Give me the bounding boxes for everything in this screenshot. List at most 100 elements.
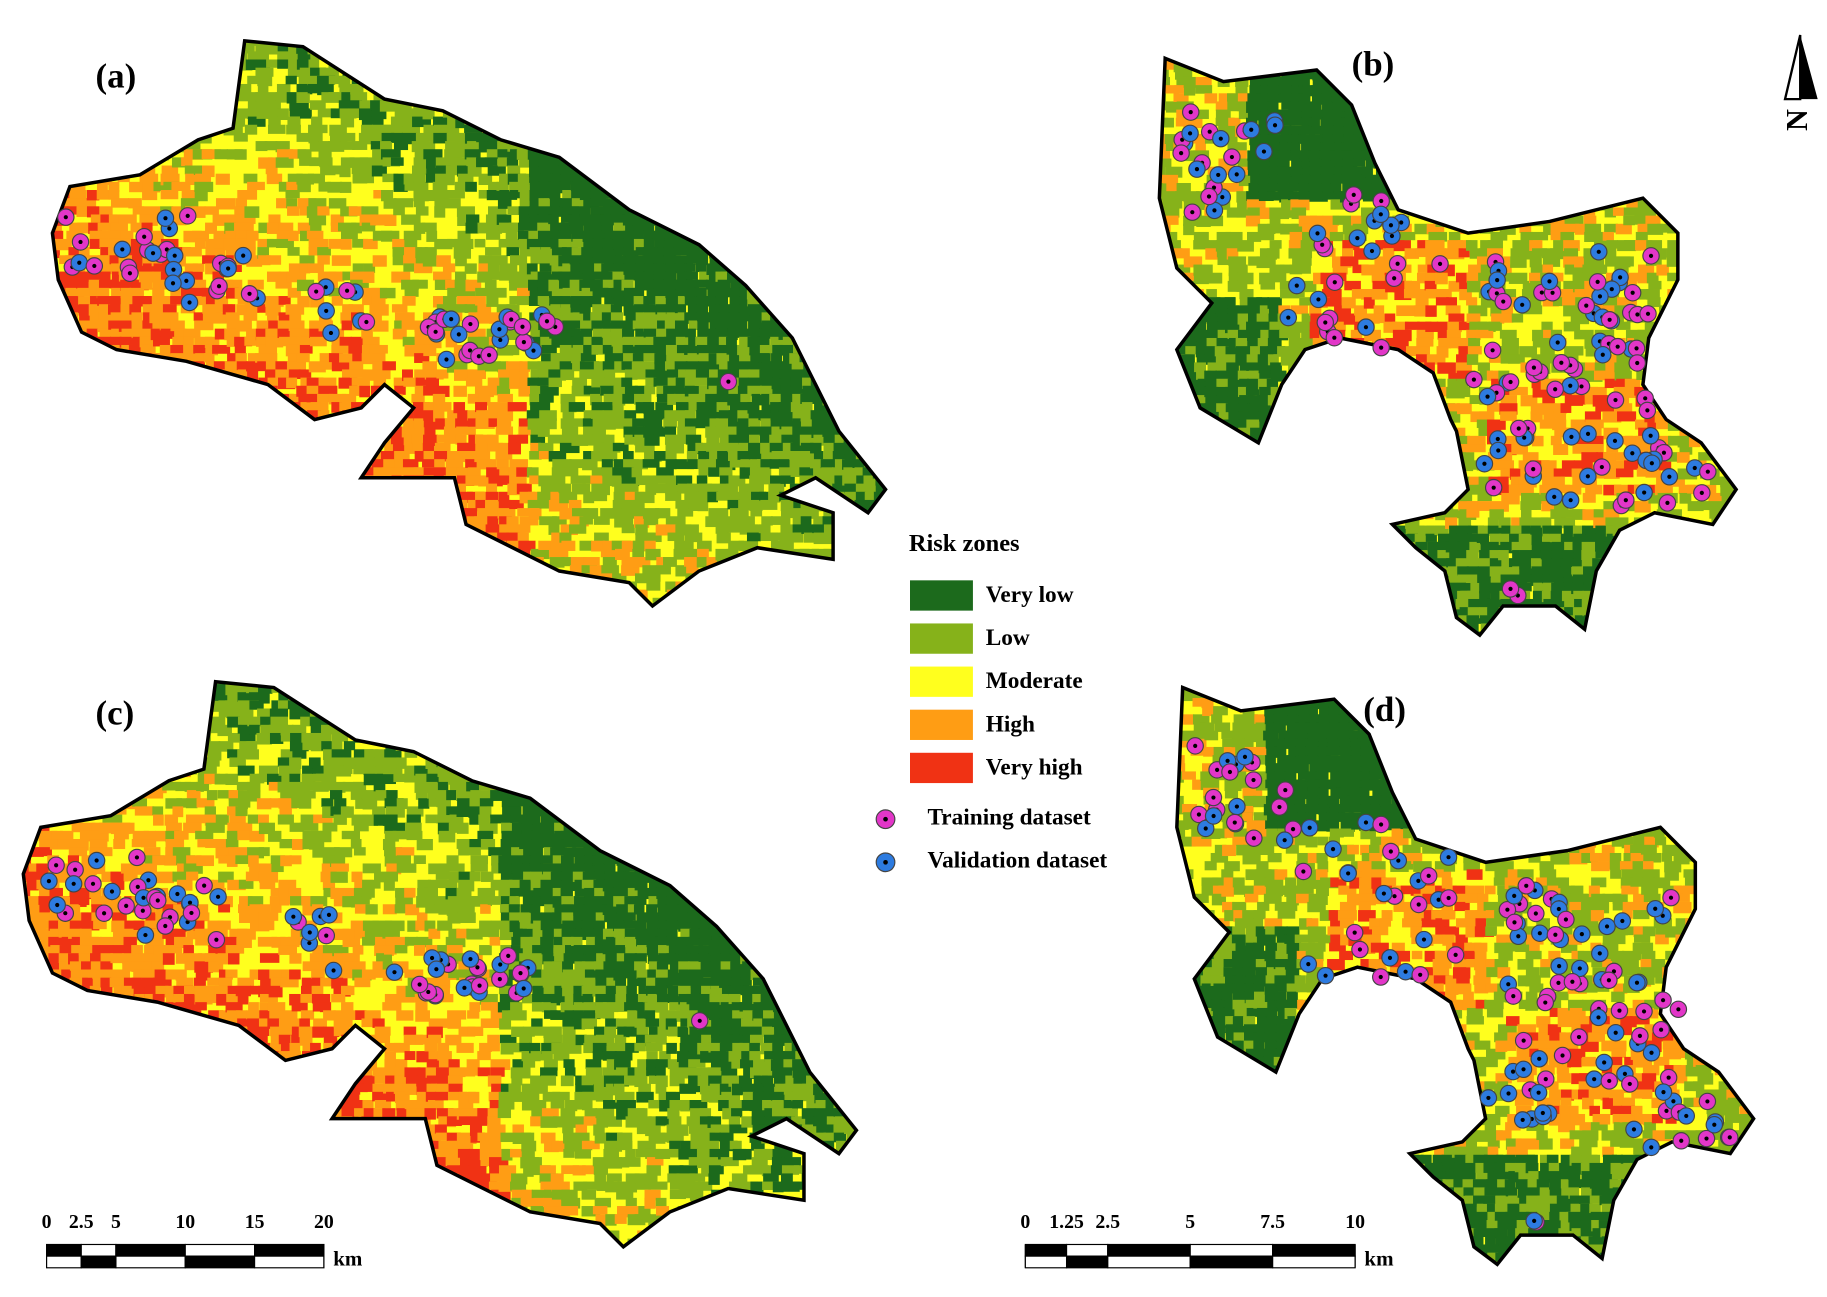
zone-cell [728, 385, 742, 395]
zone-cell [69, 353, 85, 365]
zone-cell [328, 393, 347, 405]
zone-cell [436, 51, 453, 63]
zone-cell [855, 589, 871, 601]
zone-cell [772, 385, 786, 397]
zone-cell [467, 369, 487, 379]
zone-cell [140, 483, 158, 495]
zone-cell [298, 565, 316, 575]
zone-cell [896, 402, 907, 414]
zone-cell [216, 483, 233, 494]
zone-cell [203, 353, 215, 363]
zone-cell [194, 336, 213, 348]
zone-cell [342, 304, 354, 313]
zone-cell [729, 149, 743, 161]
zone-cell [717, 157, 730, 168]
zone-cell [380, 589, 392, 600]
zone-cell [498, 606, 513, 617]
zone-cell [130, 483, 146, 494]
zone-cell [77, 222, 92, 232]
zone-cell [384, 214, 397, 227]
zone-cell [244, 206, 260, 218]
zone-cell [508, 328, 528, 340]
zone-cell [613, 410, 627, 421]
zone-cell [886, 157, 899, 167]
zone-cell [621, 59, 635, 70]
zone-cell [674, 361, 693, 371]
zone-cell [509, 296, 524, 305]
zone-cell [435, 75, 450, 88]
zone-cell [833, 165, 851, 176]
zone-cell [591, 377, 603, 388]
zone-cell [687, 442, 703, 455]
zone-cell [862, 499, 879, 511]
zone-cell [414, 597, 428, 606]
zone-cell [600, 214, 615, 226]
sample-point-center [531, 348, 536, 353]
zone-cell [288, 393, 302, 405]
zone-cell [782, 190, 799, 199]
zone-cell [86, 328, 98, 338]
zone-cell [171, 157, 186, 168]
zone-cell [718, 336, 732, 346]
zone-cell [834, 312, 852, 322]
zone-cell [571, 247, 584, 259]
zone-cell [569, 255, 587, 265]
zone-cell [624, 369, 638, 380]
zone-cell [697, 540, 712, 552]
zone-cell [636, 190, 651, 201]
zone-cell [621, 467, 641, 478]
zone-cell [328, 353, 343, 363]
zone-cell [55, 157, 69, 169]
zone-cell [570, 296, 583, 308]
zone-cell [834, 344, 848, 356]
zone-cell [820, 132, 841, 143]
zone-cell [562, 59, 576, 69]
zone-cell [496, 459, 509, 470]
zone-cell [791, 361, 811, 371]
zone-cell [758, 606, 772, 614]
zone-cell [844, 483, 860, 494]
zone-cell [296, 92, 310, 103]
zone-cell [516, 43, 536, 52]
zone-cell [799, 165, 816, 175]
zone-cell [665, 524, 677, 535]
zone-cell [276, 597, 294, 606]
zone-cell [759, 165, 771, 174]
zone-cell [404, 532, 420, 542]
zone-cell [590, 475, 607, 485]
zone-cell [761, 377, 776, 387]
zone-cell [813, 92, 825, 101]
zone-cell [674, 51, 686, 62]
zone-cell [414, 336, 431, 346]
zone-cell [747, 385, 765, 397]
zone-cell [339, 59, 357, 70]
zone-cell [52, 369, 64, 379]
zone-cell [611, 336, 627, 347]
zone-cell [454, 304, 468, 313]
zone-cell [163, 377, 180, 387]
zone-cell [813, 149, 830, 161]
zone-cell [203, 516, 218, 526]
zone-cell [68, 100, 83, 110]
zone-cell [237, 491, 255, 503]
zone-cell [383, 67, 397, 78]
zone-cell [655, 524, 676, 536]
zone-cell [185, 173, 204, 186]
zone-cell [86, 190, 100, 201]
zone-cell [278, 459, 294, 468]
zone-cell [779, 532, 795, 542]
zone-cell [894, 475, 912, 486]
zone-cell [823, 320, 842, 330]
zone-cell [464, 124, 482, 133]
zone-cell [874, 548, 886, 558]
zone-cell [98, 597, 111, 606]
zone-cell [707, 312, 724, 323]
zone-cell [642, 165, 662, 175]
zone-cell [76, 475, 88, 485]
zone-cell [122, 124, 138, 134]
zone-cell [813, 124, 827, 133]
zone-cell [760, 83, 772, 96]
zone-cell [226, 279, 243, 289]
zone-cell [359, 173, 375, 184]
zone-cell [328, 92, 346, 102]
